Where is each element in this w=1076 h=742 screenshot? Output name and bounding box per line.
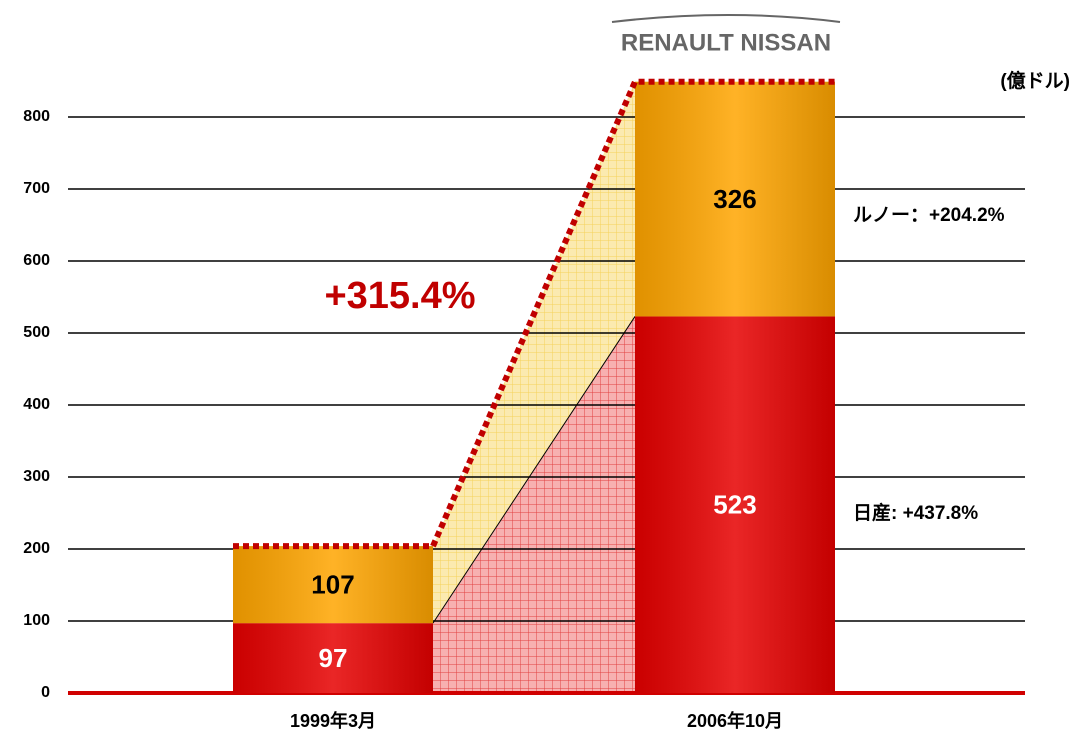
- data-label: 326: [713, 184, 756, 214]
- data-label: 523: [713, 490, 756, 520]
- total-line: [233, 78, 835, 550]
- y-tick-label: 600: [23, 252, 50, 269]
- data-label: 97: [319, 643, 348, 673]
- annotation: ルノー：+204.2%: [853, 205, 1005, 226]
- bar-shade: [233, 623, 433, 693]
- data-label: 107: [311, 570, 354, 600]
- x-tick-label: 1999年3月: [290, 710, 376, 731]
- y-tick-label: 100: [23, 612, 50, 629]
- bar-shade: [635, 316, 835, 693]
- logo-text: RENAULT NISSAN: [621, 29, 831, 56]
- connector-area: [433, 316, 635, 693]
- annotation: +315.4%: [324, 275, 475, 317]
- bar-shade: [233, 546, 433, 624]
- unit-label: (億ドル): [1000, 69, 1070, 92]
- x-tick-label: 2006年10月: [687, 710, 783, 731]
- y-tick-label: 400: [23, 396, 50, 413]
- y-tick-label: 800: [23, 108, 50, 125]
- y-tick-label: 300: [23, 468, 50, 485]
- y-tick-label: 700: [23, 180, 50, 197]
- y-tick-label: 500: [23, 324, 50, 341]
- y-tick-label: 0: [41, 684, 50, 701]
- connector-area: [433, 81, 635, 624]
- bar-shade: [635, 81, 835, 317]
- logo: RENAULT NISSAN: [611, 14, 841, 56]
- connector-line: [432, 316, 636, 624]
- y-tick-label: 200: [23, 540, 50, 557]
- annotation: 日産: +437.8%: [853, 501, 978, 524]
